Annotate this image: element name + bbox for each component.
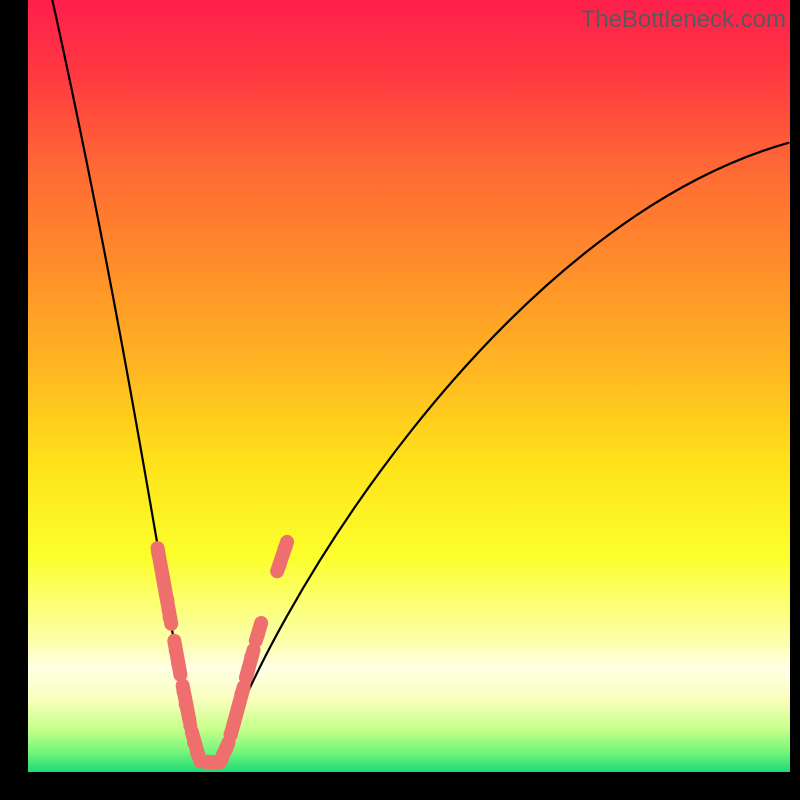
marker-dot: [272, 558, 286, 572]
marker-dot: [160, 593, 174, 607]
marker-dot: [163, 611, 177, 625]
marker-dot: [278, 541, 292, 555]
marker-dot: [176, 684, 190, 698]
frame-bottom: [0, 772, 800, 800]
plot-area: [28, 0, 790, 772]
marker-dots: [151, 541, 291, 770]
frame-left: [0, 0, 28, 800]
marker-dot: [156, 570, 170, 584]
marker-dot: [241, 662, 255, 676]
frame-right: [790, 0, 800, 800]
marker-dot: [224, 727, 238, 741]
watermark-text: TheBottleneck.com: [581, 6, 786, 34]
chart-svg: [28, 0, 790, 772]
marker-dot: [234, 687, 248, 701]
marker-dot: [244, 650, 258, 664]
marker-dot: [169, 644, 183, 658]
marker-dot: [171, 656, 185, 670]
marker-dot: [219, 742, 233, 756]
marker-dot: [179, 697, 193, 711]
marker-dot: [151, 547, 165, 561]
marker-dot: [231, 702, 245, 716]
marker-dot: [251, 627, 265, 641]
marker-dot: [183, 719, 197, 733]
bottleneck-curve: [52, 0, 788, 763]
